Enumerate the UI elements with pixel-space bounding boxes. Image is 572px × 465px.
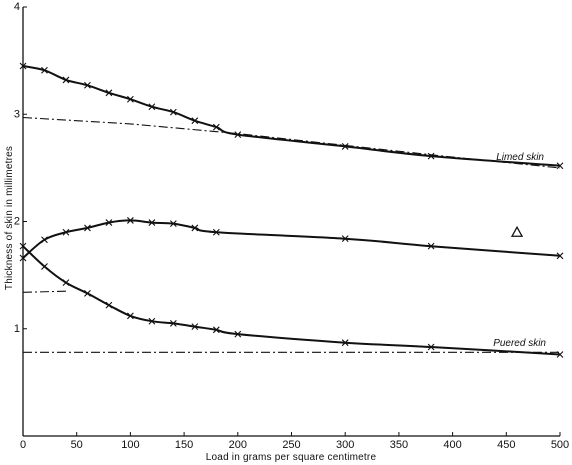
series-2-point (105, 301, 113, 309)
x-tick-label: 200 (229, 439, 247, 451)
x-tick-label: 0 (20, 439, 26, 451)
series-0-point (84, 81, 91, 89)
series-2-line (22, 245, 561, 356)
series-2-point (212, 326, 220, 334)
series-0-point (41, 66, 48, 74)
series-2-point (127, 312, 134, 320)
series-1-point (212, 228, 220, 236)
series-2-point (169, 319, 177, 327)
series-0-point (427, 152, 435, 160)
y-tick-label: 1 (14, 323, 20, 335)
series-0-line (22, 65, 561, 167)
series-1-point (41, 236, 48, 244)
svg-text:Thickness of skin in millimetr: Thickness of skin in millimetres (4, 146, 15, 290)
series-1-point (84, 224, 91, 232)
series-label-limed-skin: Limed skin (496, 152, 544, 163)
series-1-point (556, 252, 564, 260)
x-tick-label: 250 (282, 439, 300, 451)
series-0-point (234, 131, 242, 139)
series-0-point (341, 143, 349, 150)
x-tick-label: 400 (443, 439, 461, 451)
y-tick-label: 2 (14, 216, 20, 228)
y-tick-label: 4 (14, 1, 20, 13)
series-2-point (62, 279, 70, 287)
x-tick-label: 150 (175, 439, 193, 451)
series-2-point (41, 263, 48, 270)
series-2-point (191, 323, 199, 330)
series-0-point (19, 62, 27, 70)
y-tick-label: 3 (14, 108, 20, 120)
triangle-marker (510, 225, 524, 237)
series-2-point (148, 317, 156, 325)
series-2-point (234, 330, 242, 338)
series-3-dashdot-line (22, 116, 561, 169)
series-2-point (427, 343, 435, 351)
x-tick-label: 50 (71, 439, 83, 451)
series-1-point (191, 224, 199, 232)
series-1-line (22, 219, 561, 259)
series-1-point (169, 220, 177, 228)
series-1-point (427, 242, 435, 250)
series-1-point (105, 219, 113, 226)
series-1-point (148, 219, 156, 226)
x-tick-label: 500 (551, 439, 569, 451)
plot-area: 0 50 100 150 200 250 300 350 400 450 500 1 2 3 4 Limed … (14, 1, 569, 451)
x-tick-label: 100 (121, 439, 139, 451)
series-0-point (556, 162, 564, 170)
series-2-point (341, 339, 349, 347)
series-2-point (19, 242, 27, 250)
series-1-point (127, 217, 134, 224)
series-0-point (191, 117, 199, 125)
series-4-dashdot-line (22, 290, 67, 293)
x-tick-label: 300 (336, 439, 354, 451)
series-0-point (212, 123, 220, 131)
series-0-point (127, 95, 134, 103)
y-axis-title: Thickness of skin in millimetres (4, 146, 15, 290)
series-2-point (84, 289, 91, 297)
series-0-point (62, 76, 70, 84)
series-0-point (105, 89, 113, 97)
series-0-point (169, 108, 177, 116)
x-tick-label: 350 (390, 439, 408, 451)
x-tick-label: 450 (497, 439, 515, 451)
series-1-point (62, 228, 70, 236)
series-0-point (148, 103, 156, 111)
series-1-point (19, 254, 27, 262)
series-1-point (341, 235, 349, 243)
x-axis-title: Load in grams per square centimetre (206, 452, 377, 463)
series-label-puered-skin: Puered skin (493, 338, 546, 349)
